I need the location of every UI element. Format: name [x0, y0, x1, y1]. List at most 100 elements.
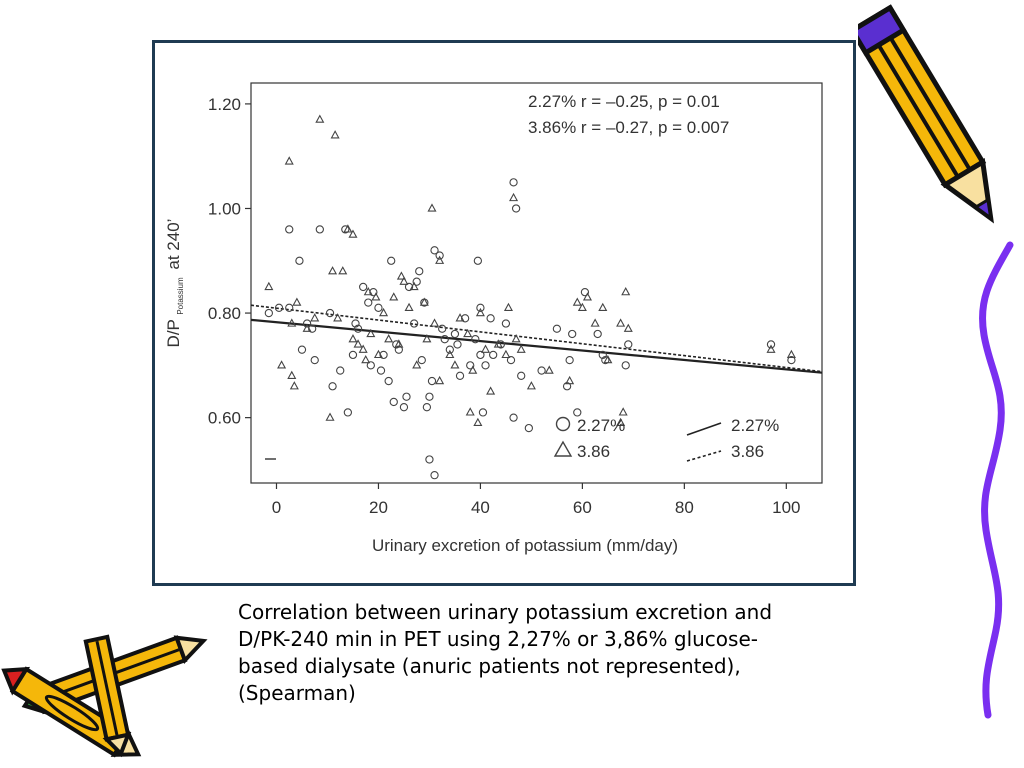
data-point-circle — [624, 340, 633, 349]
data-point-circle — [308, 324, 317, 333]
data-point-circle — [430, 246, 439, 255]
data-point-circle — [402, 392, 411, 401]
data-point-circle — [425, 455, 434, 464]
data-point-circle — [336, 366, 345, 375]
data-point-circle — [766, 340, 776, 349]
legend-circle-label: 2.27% — [577, 416, 625, 435]
scatter-chart: D/P Potassium at 240’ Urinary excretion … — [164, 82, 823, 555]
data-point-circle — [568, 329, 577, 339]
data-point-circle — [478, 408, 488, 417]
data-point-triangle — [623, 323, 633, 332]
data-point-circle — [415, 267, 424, 276]
data-point-circle — [486, 314, 495, 323]
data-point-circle — [392, 340, 401, 349]
data-point-circle — [580, 288, 590, 297]
data-point-triangle — [371, 292, 381, 301]
data-point-triangle — [486, 386, 496, 395]
data-point-triangle — [330, 130, 340, 139]
stats-line-2: 3.86% r = –0.27, p = 0.007 — [528, 118, 729, 137]
data-point-circle — [473, 256, 483, 265]
data-point-circle — [453, 340, 462, 349]
data-point-triangle — [409, 281, 419, 291]
data-point-circle — [315, 225, 324, 234]
data-point-triangle — [373, 349, 383, 359]
x-tick-label: 20 — [369, 498, 388, 517]
y-tick-label: 1.00 — [208, 199, 241, 218]
pencil-icon — [858, 4, 994, 224]
data-point-circle — [598, 350, 607, 360]
data-point-triangle — [463, 328, 473, 338]
data-point-triangle — [315, 114, 325, 123]
data-point-triangle — [565, 375, 575, 385]
data-point-triangle — [516, 344, 526, 353]
data-point-triangle — [384, 334, 394, 343]
data-point-circle — [387, 256, 396, 265]
data-point-triangle — [310, 313, 320, 322]
legend-solid-line — [686, 422, 722, 436]
data-point-triangle — [473, 417, 483, 427]
data-point-circle — [285, 225, 294, 234]
data-point-triangle — [394, 339, 404, 348]
data-point-circle — [455, 371, 465, 380]
data-point-circle — [450, 329, 460, 339]
data-point-circle — [297, 345, 307, 354]
data-point-circle — [517, 371, 526, 380]
data-point-triangle — [572, 297, 582, 306]
data-point-circle — [471, 335, 480, 344]
data-point-triangle — [435, 375, 445, 385]
legend-circle-marker — [555, 416, 571, 432]
data-point-circle — [466, 361, 475, 370]
data-point-triangle — [264, 281, 274, 291]
y-tick-label: 0.60 — [208, 409, 241, 428]
data-point-circle — [438, 324, 447, 333]
data-point-triangle — [412, 360, 422, 369]
data-point-circle — [379, 350, 388, 360]
data-point-circle — [476, 303, 485, 312]
data-point-triangle — [468, 365, 478, 374]
y-axis-title-tail: at 240’ — [164, 219, 183, 270]
data-point-triangle — [292, 297, 302, 306]
data-point-triangle — [404, 302, 414, 311]
x-tick-label: 100 — [772, 498, 800, 517]
data-point-circle — [310, 355, 319, 365]
data-point-circle — [404, 282, 414, 292]
data-point-triangle — [328, 266, 338, 275]
x-tick-label: 60 — [573, 498, 592, 517]
data-point-circle — [509, 413, 518, 422]
data-point-triangle — [618, 407, 628, 416]
legend-triangle-marker — [553, 440, 573, 457]
data-point-circle — [552, 324, 562, 333]
data-point-triangle — [302, 323, 312, 332]
data-point-circle — [460, 314, 470, 323]
data-point-circle — [343, 408, 353, 417]
data-point-triangle — [366, 328, 376, 338]
legend-dashed-line — [686, 450, 722, 462]
data-point-triangle — [480, 344, 491, 353]
data-point-triangle — [361, 354, 371, 364]
regression-line-solid — [250, 318, 823, 374]
figure-caption: Correlation between urinary potassium ex… — [238, 600, 773, 705]
plot-area — [250, 82, 823, 484]
data-point-circle — [285, 303, 294, 312]
data-point-circle — [425, 392, 434, 401]
data-point-triangle — [616, 417, 626, 427]
regression-line-dashed — [250, 304, 823, 373]
data-point-triangle — [621, 287, 631, 296]
wavy-line — [978, 241, 1014, 719]
data-point-circle — [476, 350, 485, 360]
data-point-circle — [366, 361, 375, 370]
x-tick-label: 0 — [272, 498, 281, 517]
data-point-triangle — [343, 224, 353, 233]
data-point-circle — [501, 319, 511, 328]
x-tick-label: 80 — [675, 498, 694, 517]
data-point-triangle — [284, 156, 294, 165]
crossed-pencils-icon — [1, 634, 208, 758]
data-point-triangle — [590, 318, 600, 327]
data-point-triangle — [582, 292, 593, 301]
data-point-circle — [351, 319, 360, 328]
data-point-triangle — [445, 349, 455, 359]
data-points — [264, 114, 796, 480]
legend-dashed-label: 3.86 — [731, 442, 764, 461]
data-point-triangle — [786, 349, 796, 359]
data-point-triangle — [430, 318, 440, 327]
